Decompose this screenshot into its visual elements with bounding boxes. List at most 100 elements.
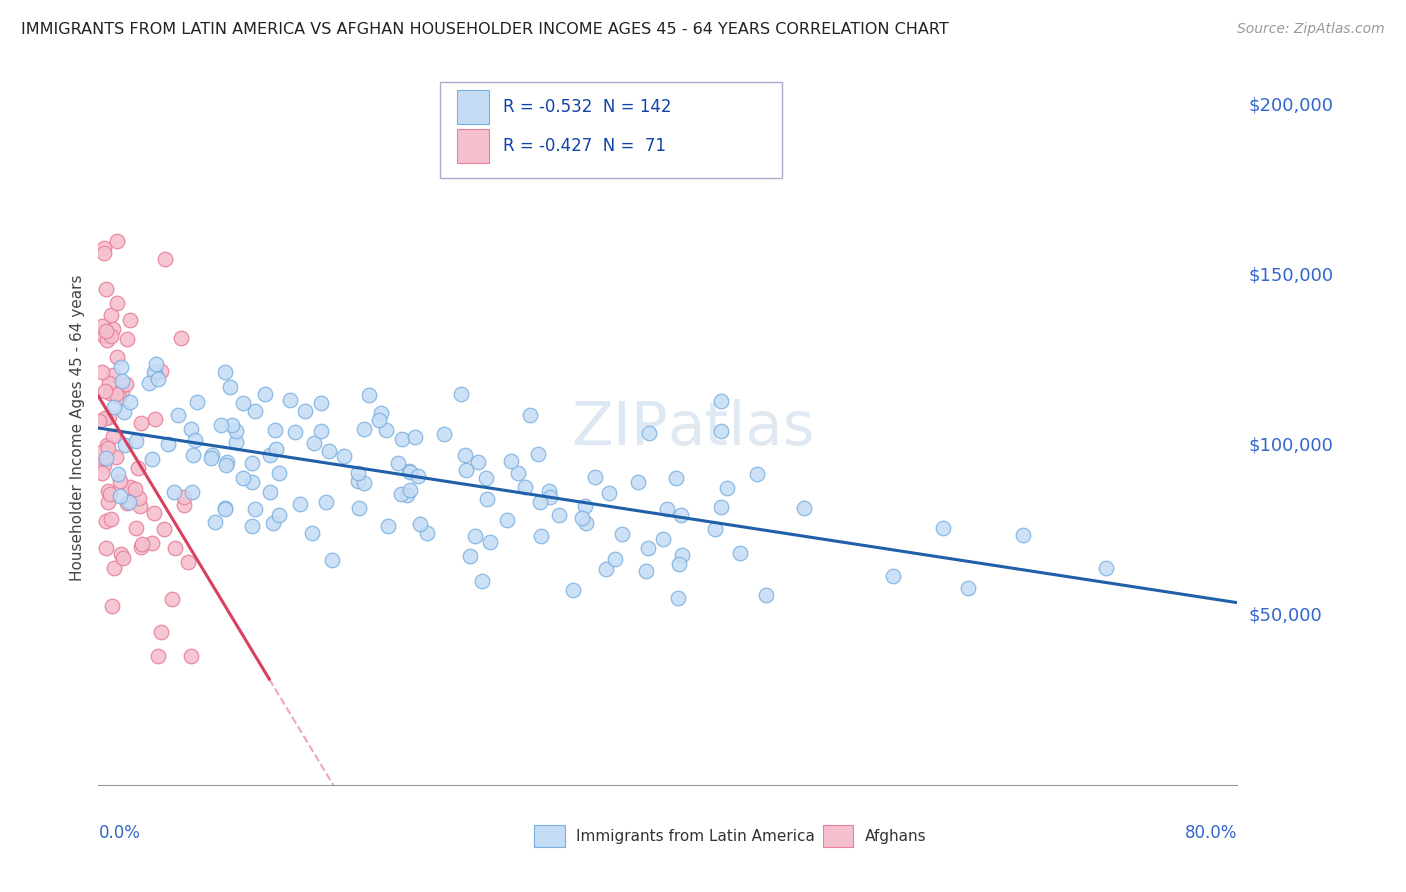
Point — [454, 448, 477, 462]
Point — [143, 365, 166, 379]
Point — [1012, 528, 1035, 542]
Point — [353, 475, 375, 490]
Point — [318, 444, 340, 458]
Point — [575, 516, 598, 530]
Point — [105, 450, 128, 464]
Point — [353, 422, 375, 436]
Point — [124, 482, 146, 496]
Point — [180, 648, 202, 663]
Point — [267, 508, 290, 523]
Point — [666, 591, 689, 605]
Point — [167, 409, 190, 423]
Point — [93, 458, 115, 473]
Point — [519, 408, 541, 422]
Point — [433, 426, 456, 441]
Point — [537, 483, 560, 498]
Point — [131, 537, 153, 551]
Point — [180, 422, 202, 436]
Point — [150, 364, 173, 378]
Point — [145, 357, 167, 371]
Point — [467, 455, 489, 469]
Point — [387, 456, 409, 470]
Point — [200, 451, 222, 466]
Text: 0.0%: 0.0% — [98, 824, 141, 842]
Point — [515, 480, 537, 494]
Point — [669, 508, 692, 522]
Point — [100, 512, 122, 526]
Point — [97, 410, 120, 425]
Point — [93, 246, 115, 260]
Point — [294, 404, 316, 418]
Point — [267, 466, 290, 480]
Point — [710, 424, 733, 438]
Point — [201, 448, 224, 462]
Point — [165, 541, 187, 555]
Point — [94, 384, 117, 399]
Point — [657, 502, 679, 516]
Point — [526, 447, 548, 461]
Point — [637, 541, 659, 556]
Text: $200,000: $200,000 — [1249, 96, 1333, 114]
Point — [211, 417, 233, 432]
Point — [90, 445, 112, 459]
Point — [110, 374, 132, 388]
Point — [173, 499, 195, 513]
Point — [347, 474, 370, 488]
Point — [103, 561, 125, 575]
Point — [574, 499, 596, 513]
Point — [96, 438, 118, 452]
Point — [499, 454, 522, 468]
Point — [91, 466, 114, 480]
Point — [259, 484, 281, 499]
Point — [120, 480, 142, 494]
Point — [262, 516, 284, 531]
Point — [627, 475, 650, 490]
Point — [370, 406, 392, 420]
Text: $100,000: $100,000 — [1249, 436, 1333, 454]
Text: R = -0.427  N =  71: R = -0.427 N = 71 — [503, 137, 665, 155]
Point — [97, 495, 120, 509]
Point — [89, 414, 111, 428]
Point — [125, 434, 148, 449]
Point — [108, 474, 131, 488]
Point — [118, 495, 141, 509]
Point — [163, 484, 186, 499]
Point — [181, 448, 204, 462]
Point — [103, 368, 125, 383]
Point — [793, 500, 815, 515]
Point — [368, 413, 391, 427]
Text: ZIP: ZIP — [571, 399, 668, 458]
Point — [105, 234, 128, 248]
Point — [101, 428, 124, 442]
Point — [128, 491, 150, 505]
Point — [240, 519, 263, 533]
Point — [931, 521, 953, 535]
Point — [416, 526, 439, 541]
Point — [115, 496, 138, 510]
Point — [105, 295, 128, 310]
Text: $150,000: $150,000 — [1249, 266, 1333, 285]
Point — [93, 328, 115, 343]
Point — [110, 359, 132, 374]
Point — [450, 386, 472, 401]
Point — [454, 463, 477, 477]
Point — [186, 395, 208, 409]
Point — [598, 486, 620, 500]
Point — [141, 536, 163, 550]
Point — [93, 450, 115, 465]
Point — [321, 552, 343, 566]
Point — [120, 395, 142, 409]
Point — [141, 451, 163, 466]
Point — [704, 523, 727, 537]
Point — [409, 517, 432, 532]
Point — [98, 487, 121, 501]
Point — [118, 313, 141, 327]
Point — [214, 501, 236, 516]
Point — [242, 475, 264, 489]
Point — [173, 490, 195, 504]
Point — [359, 388, 381, 402]
Point — [665, 471, 688, 485]
Point — [634, 564, 657, 578]
Point — [108, 390, 131, 404]
Point — [610, 527, 633, 541]
